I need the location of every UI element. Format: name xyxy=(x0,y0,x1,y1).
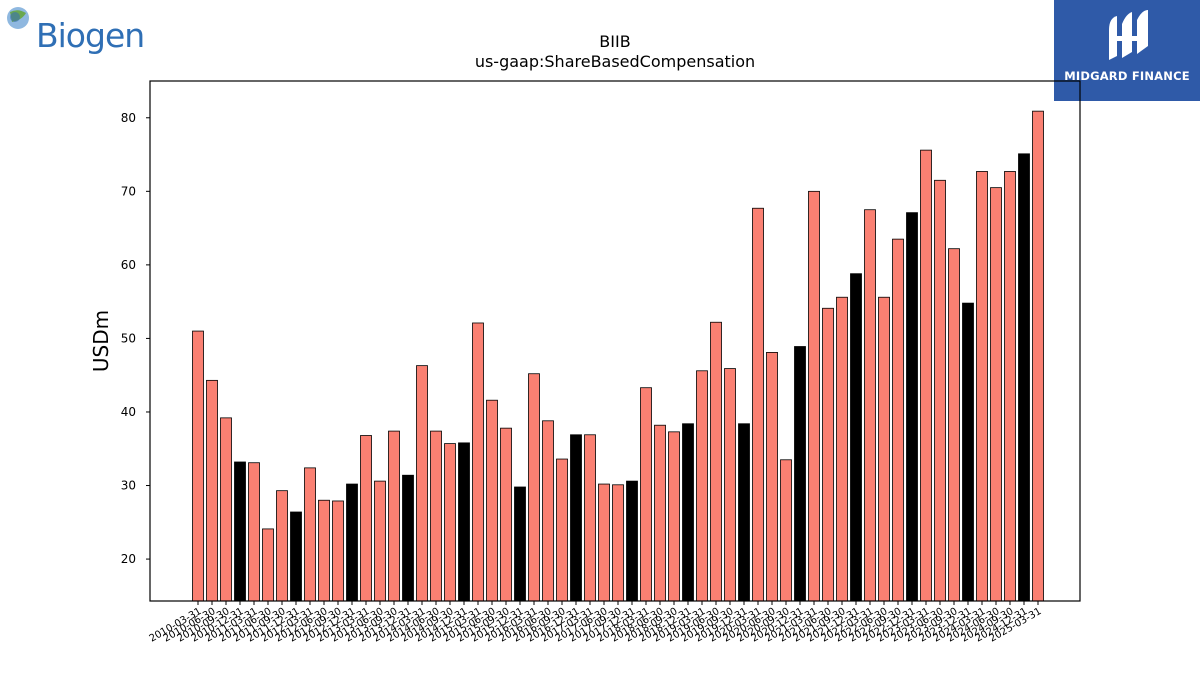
bar-2022-12-31 xyxy=(906,212,918,602)
bar-2014-03-31 xyxy=(416,365,428,602)
bar-2017-06-30 xyxy=(598,483,610,602)
chart-subtitle: us-gaap:ShareBasedCompensation xyxy=(475,52,755,71)
bar-2020-03-31 xyxy=(752,207,764,602)
bar-2011-03-31 xyxy=(248,462,260,602)
y-tick-label: 70 xyxy=(121,184,136,198)
bar-2013-06-30 xyxy=(374,480,386,602)
bar-2019-06-30 xyxy=(710,321,722,602)
bar-2018-06-30 xyxy=(654,424,666,602)
bar-2017-09-30 xyxy=(612,484,624,602)
y-tick-label: 40 xyxy=(121,405,136,419)
bar-2010-06-30 xyxy=(206,379,218,602)
bar-2020-12-31 xyxy=(794,346,806,602)
bar-2011-09-30 xyxy=(276,490,288,602)
bar-2011-12-31 xyxy=(290,511,302,602)
bar-2016-09-30 xyxy=(556,458,568,602)
bar-2015-12-31 xyxy=(514,486,526,602)
bar-2013-03-31 xyxy=(360,435,372,602)
bar-2018-12-31 xyxy=(682,423,694,602)
bar-2014-12-31 xyxy=(458,442,470,602)
bar-2022-09-30 xyxy=(892,238,904,602)
midgard-finance-logo: MIDGARD FINANCE xyxy=(1054,0,1200,101)
bar-2023-12-31 xyxy=(962,302,974,602)
bar-2019-03-31 xyxy=(696,370,708,602)
y-axis-ticks: 20 30 40 50 60 70 80 xyxy=(121,111,150,566)
bar-2010-12-31 xyxy=(234,461,246,602)
y-tick-label: 20 xyxy=(121,552,136,566)
bar-2012-09-30 xyxy=(332,500,344,602)
bar-2025-03-31 xyxy=(1032,110,1044,602)
bar-2012-03-31 xyxy=(304,467,316,602)
y-axis-label: USDm xyxy=(89,310,113,372)
bar-2018-03-31 xyxy=(640,387,652,602)
bar-2016-06-30 xyxy=(542,420,554,602)
bar-2024-09-30 xyxy=(1004,171,1016,602)
bar-2015-03-31 xyxy=(472,322,484,602)
bar-2022-03-31 xyxy=(864,209,876,602)
bar-2019-09-30 xyxy=(724,368,736,602)
bar-2014-06-30 xyxy=(430,430,442,602)
bar-2013-09-30 xyxy=(388,430,400,602)
bars-group xyxy=(192,110,1044,602)
bar-2014-09-30 xyxy=(444,443,456,602)
y-tick-label: 30 xyxy=(121,479,136,493)
bar-2023-03-31 xyxy=(920,149,932,602)
bar-2022-06-30 xyxy=(878,296,890,602)
bar-2018-09-30 xyxy=(668,431,680,602)
bar-2024-03-31 xyxy=(976,171,988,602)
bar-2020-06-30 xyxy=(766,352,778,602)
bar-2023-09-30 xyxy=(948,248,960,602)
bar-2015-06-30 xyxy=(486,399,498,602)
biogen-wordmark: Biogen xyxy=(36,16,145,55)
biogen-globe-icon xyxy=(7,7,29,29)
bar-2012-12-31 xyxy=(346,483,358,602)
y-tick-label: 80 xyxy=(121,111,136,125)
bar-2013-12-31 xyxy=(402,474,414,602)
biogen-logo: Biogen xyxy=(4,4,154,56)
bar-2023-06-30 xyxy=(934,179,946,602)
bar-2010-03-31 xyxy=(192,330,204,602)
y-tick-label: 60 xyxy=(121,258,136,272)
midgard-wordmark: MIDGARD FINANCE xyxy=(1064,69,1190,83)
bar-2021-12-31 xyxy=(850,273,862,602)
bar-2017-03-31 xyxy=(584,434,596,602)
bar-2016-12-31 xyxy=(570,434,582,602)
bar-2021-06-30 xyxy=(822,307,834,602)
bar-2016-03-31 xyxy=(528,373,540,602)
bar-2019-12-31 xyxy=(738,423,750,602)
bar-2017-12-31 xyxy=(626,480,638,602)
bar-2024-12-31 xyxy=(1018,153,1030,602)
bar-2012-06-30 xyxy=(318,499,330,602)
plot-frame xyxy=(149,80,1081,602)
x-axis-ticks: 2010-03-312010-06-302010-09-302010-12-31… xyxy=(148,601,1044,645)
y-tick-label: 50 xyxy=(121,331,136,345)
bar-2024-06-30 xyxy=(990,187,1002,602)
bar-2011-06-30 xyxy=(262,528,274,602)
midgard-emblem-icon xyxy=(1109,10,1148,60)
bar-2020-09-30 xyxy=(780,459,792,602)
bar-2021-09-30 xyxy=(836,296,848,602)
bar-2010-09-30 xyxy=(220,417,232,602)
bar-2021-03-31 xyxy=(808,190,820,602)
chart-title: BIIB xyxy=(599,32,630,51)
bar-2015-09-30 xyxy=(500,427,512,602)
